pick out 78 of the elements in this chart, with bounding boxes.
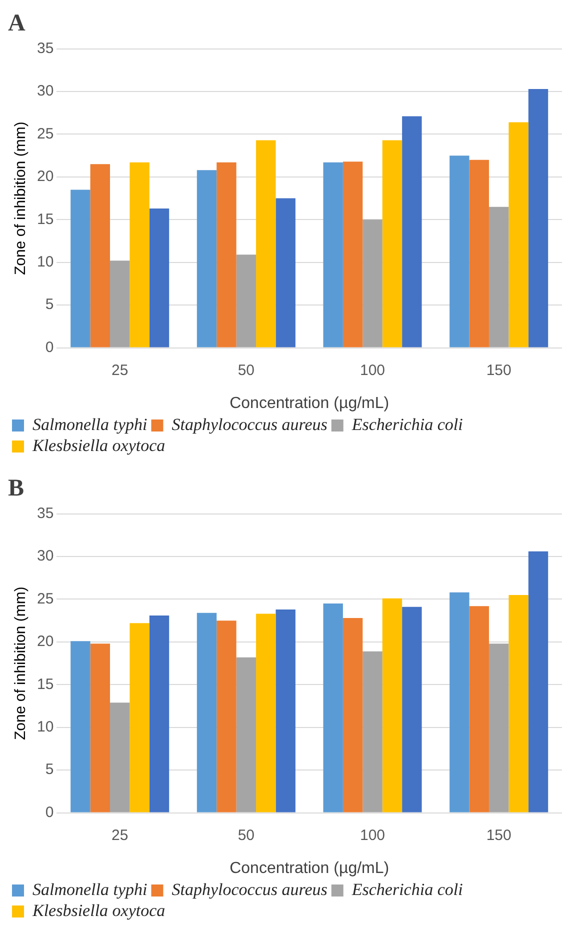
bar <box>256 614 276 812</box>
bar <box>402 116 422 348</box>
y-tick-label: 15 <box>36 210 54 228</box>
bar <box>276 198 296 348</box>
y-tick-label: 5 <box>45 761 54 778</box>
bar <box>90 644 110 812</box>
bar <box>130 162 150 348</box>
x-axis-title: Concentration (µg/mL) <box>230 394 390 412</box>
legend-label: Salmonella typhi <box>32 880 148 899</box>
y-tick-label: 15 <box>36 676 54 693</box>
legend-label: Salmonella typhi <box>32 414 148 434</box>
bar <box>236 254 256 348</box>
legend-label: Staphylococcus aureus <box>172 414 328 434</box>
x-tick-label: 150 <box>486 362 512 379</box>
y-tick-label: 0 <box>45 338 54 356</box>
bar <box>110 260 130 348</box>
y-tick-label: 25 <box>36 590 54 608</box>
bar <box>216 620 236 812</box>
bar <box>362 220 382 348</box>
y-tick-label: 10 <box>36 718 54 736</box>
x-tick-label: 25 <box>112 362 128 379</box>
legend-label: Klesbsiella oxytoca <box>32 436 166 455</box>
legend-label: Escherichia coli <box>350 880 464 899</box>
legend-label: Klesbsiella oxytoca <box>32 900 166 920</box>
bar <box>276 609 296 812</box>
bar <box>362 651 382 812</box>
y-axis-title: Zone of inhibition (mm) <box>12 586 30 740</box>
y-tick-label: 25 <box>36 125 54 142</box>
x-tick-label: 25 <box>112 826 128 844</box>
x-tick-label: 50 <box>238 826 255 844</box>
bar <box>70 641 90 812</box>
y-tick-label: 0 <box>45 804 54 821</box>
y-tick-label: 20 <box>36 168 54 186</box>
legend-label: Staphylococcus aureus <box>172 880 328 899</box>
bar <box>196 612 217 812</box>
y-axis-title: Zone of inhibition (mm) <box>12 122 30 276</box>
y-tick-label: 20 <box>36 633 54 650</box>
bar <box>236 657 256 812</box>
bar <box>528 88 548 348</box>
y-tick-label: 35 <box>36 40 54 57</box>
bar <box>149 615 170 812</box>
bar <box>149 208 170 348</box>
x-tick-label: 150 <box>486 826 512 844</box>
x-tick-label: 50 <box>238 362 255 379</box>
chart-title: A <box>8 10 26 37</box>
bar <box>256 140 276 348</box>
bar <box>216 162 236 348</box>
bar <box>196 170 217 348</box>
bar <box>130 623 150 812</box>
bar <box>110 702 130 812</box>
bar <box>70 190 90 348</box>
legend-label: Escherichia coli <box>350 414 464 434</box>
bar <box>342 162 363 348</box>
y-tick-label: 10 <box>36 254 54 271</box>
bar <box>90 164 110 348</box>
bar <box>323 162 343 348</box>
bar <box>469 606 489 812</box>
bar <box>402 606 422 812</box>
bar <box>450 592 470 812</box>
bar <box>508 122 528 348</box>
y-tick-label: 35 <box>36 504 54 522</box>
y-tick-label: 5 <box>45 296 54 314</box>
bar <box>508 594 528 812</box>
bar <box>323 604 343 812</box>
bar <box>382 140 402 348</box>
y-tick-label: 30 <box>36 82 54 100</box>
bar <box>469 160 489 348</box>
x-tick-label: 100 <box>360 826 386 844</box>
chart-title: B <box>8 476 24 502</box>
bar <box>382 598 402 812</box>
bar <box>488 644 509 812</box>
bar <box>342 618 363 812</box>
x-axis-title: Concentration (µg/mL) <box>230 860 390 877</box>
bar <box>488 206 509 348</box>
bar <box>450 156 470 348</box>
x-tick-label: 100 <box>360 362 386 379</box>
bar <box>528 551 548 812</box>
y-tick-label: 30 <box>36 548 54 565</box>
